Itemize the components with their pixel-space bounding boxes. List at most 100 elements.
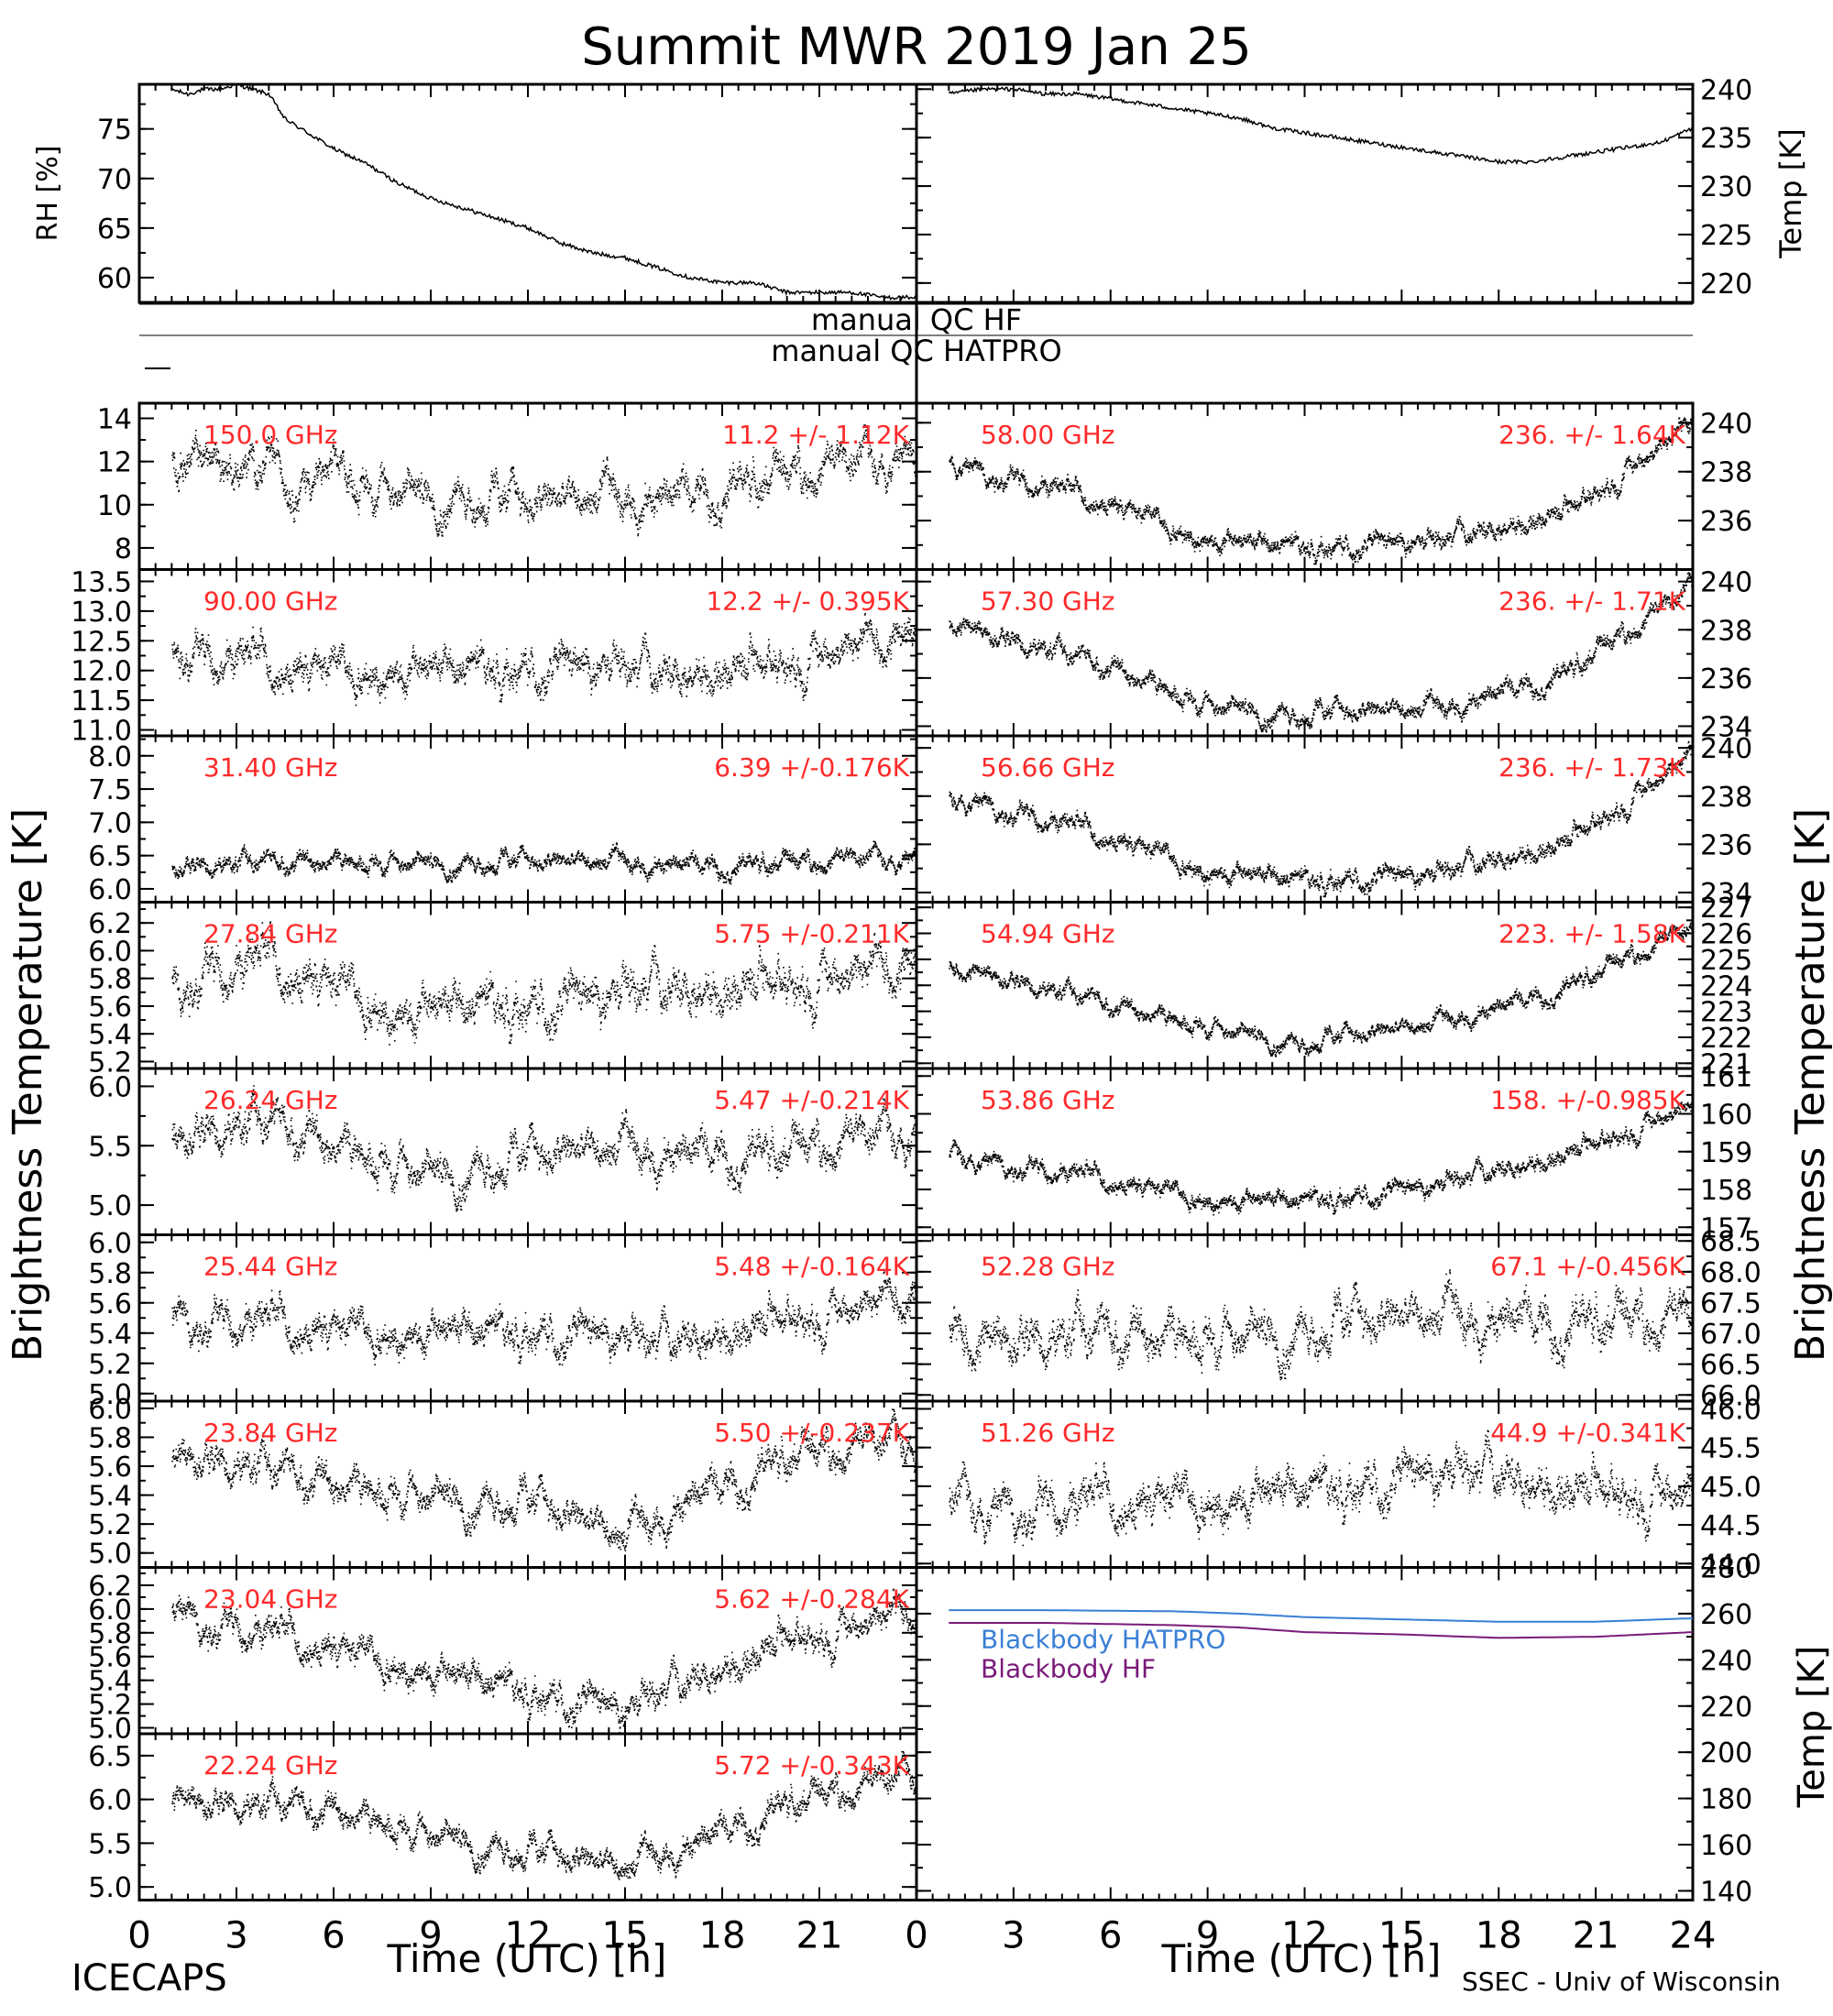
y-tick-label: 225 — [1700, 220, 1752, 252]
channel-label: 26.24 GHz — [203, 1085, 338, 1115]
x-tick-label: 18 — [1476, 1915, 1522, 1957]
y-tick-label: 6.5 — [88, 841, 132, 873]
x-tick-label: 9 — [1196, 1915, 1219, 1957]
y-tick-label: 6.0 — [88, 1071, 132, 1103]
y-tick-label: 5.6 — [88, 992, 132, 1024]
rh-series-line — [170, 82, 917, 301]
y-tick-label: 5.0 — [88, 1379, 132, 1411]
channel-panel-90: 11.011.512.012.513.013.5 90.00 GHz 12.2 +/… — [71, 566, 918, 748]
left-ylabel: Brightness Temperature [K] — [5, 808, 51, 1362]
temp-panel: 220 225 230 235 240 Temp [K] — [915, 74, 1808, 304]
y-tick-label: 225 — [1700, 945, 1752, 977]
footer-ssec: SSEC - Univ of Wisconsin — [1462, 1967, 1781, 1997]
data-points-90 — [171, 612, 918, 707]
x-tick-label: 9 — [419, 1915, 442, 1957]
stat-label: 5.62 +/-0.284K — [714, 1584, 909, 1615]
stat-label: 6.39 +/-0.176K — [714, 752, 909, 783]
y-tick-label: 240 — [1700, 408, 1752, 440]
stat-label: 11.2 +/- 1.12K — [722, 420, 909, 450]
y-tick-label: 180 — [1700, 1784, 1752, 1816]
y-tick-label: 6.0 — [88, 874, 132, 906]
y-tick-label: 5.0 — [88, 1872, 132, 1904]
y-tick-label: 5.4 — [88, 1666, 132, 1698]
data-points-52.28 — [949, 1269, 1695, 1381]
x-tick-label: 18 — [699, 1915, 746, 1957]
y-tick-label: 8.0 — [88, 741, 132, 773]
y-tick-label: 65 — [97, 214, 132, 246]
y-tick-label: 14 — [97, 404, 132, 436]
stat-label: 5.72 +/-0.343K — [714, 1750, 909, 1780]
y-tick-label: 5.0 — [88, 1539, 132, 1571]
left-xlabel: Time (UTC) [h] — [387, 1936, 667, 1981]
y-tick-label: 235 — [1700, 123, 1752, 155]
channel-panel-31.4: 6.06.57.07.58.0 31.40 GHz 6.39 +/-0.176K — [88, 734, 918, 906]
y-tick-label: 157 — [1700, 1212, 1752, 1244]
data-points-53.86 — [949, 1100, 1695, 1216]
y-tick-label: 6.5 — [88, 1741, 132, 1773]
stat-label: 5.75 +/-0.211K — [714, 919, 909, 949]
y-tick-label: 5.6 — [88, 1642, 132, 1674]
data-points-150 — [171, 424, 918, 537]
rh-panel: 60 65 70 75 RH [%] — [32, 82, 918, 304]
y-tick-label: 5.6 — [88, 1452, 132, 1484]
right-ylabel: Brightness Temperature [K] — [1787, 808, 1833, 1362]
channel-label: 25.44 GHz — [203, 1252, 338, 1282]
x-tick-label: 21 — [1573, 1915, 1619, 1957]
y-tick-label: 6.0 — [88, 1394, 132, 1426]
legend-entry: Blackbody HATPRO — [981, 1625, 1225, 1655]
y-tick-label: 12 — [97, 447, 132, 479]
x-tick-label: 21 — [796, 1915, 843, 1957]
y-tick-label: 10 — [97, 490, 132, 522]
channel-label: 52.28 GHz — [981, 1252, 1115, 1282]
y-tick-label: 5.8 — [88, 1618, 132, 1650]
channel-panel-56.66: 234 236 238 240 56.66 GHz 236. +/- 1.73K — [915, 733, 1752, 910]
y-tick-label: 68.5 — [1700, 1226, 1762, 1258]
y-tick-label: 159 — [1700, 1137, 1752, 1169]
data-points-58 — [949, 417, 1695, 565]
y-tick-label: 5.4 — [88, 1019, 132, 1051]
y-tick-label: 67.0 — [1700, 1319, 1762, 1351]
channel-label: 51.26 GHz — [981, 1418, 1115, 1448]
y-tick-label: 6.0 — [88, 1594, 132, 1627]
y-tick-label: 7.5 — [88, 774, 132, 806]
y-tick-label: 240 — [1700, 1645, 1752, 1677]
y-tick-label: 45.5 — [1700, 1433, 1762, 1465]
y-tick-label: 66.5 — [1700, 1350, 1762, 1382]
y-tick-label: 238 — [1700, 457, 1752, 489]
x-tick-label: 6 — [1099, 1915, 1122, 1957]
y-tick-label: 140 — [1700, 1876, 1752, 1908]
y-tick-label: 5.0 — [88, 1714, 132, 1746]
data-points-56.66 — [949, 740, 1695, 898]
y-tick-label: 45.0 — [1700, 1472, 1762, 1504]
x-tick-label: 15 — [602, 1915, 649, 1957]
stat-label: 236. +/- 1.64K — [1498, 420, 1685, 450]
stat-label: 158. +/-0.985K — [1490, 1085, 1685, 1115]
y-tick-label: 13.5 — [71, 566, 132, 598]
channel-label: 22.24 GHz — [203, 1750, 338, 1780]
y-tick-label: 224 — [1700, 970, 1752, 1003]
x-tick-label: 12 — [505, 1915, 552, 1957]
data-points-51.26 — [949, 1430, 1695, 1547]
y-tick-label: 220 — [1700, 268, 1752, 301]
y-tick-label: 280 — [1700, 1553, 1752, 1585]
x-tick-label: 3 — [225, 1915, 247, 1957]
channel-panel-150: 8 10 12 14 150.0 GHz 11.2 +/- 1.12K — [97, 401, 918, 571]
y-tick-label: 6.2 — [88, 1571, 132, 1603]
y-tick-label: 222 — [1700, 1023, 1752, 1055]
rh-axis-label: RH [%] — [32, 146, 64, 242]
y-tick-label: 5.6 — [88, 1288, 132, 1320]
channel-label: 23.04 GHz — [203, 1584, 338, 1615]
y-tick-label: 234 — [1700, 711, 1752, 743]
channel-label: 90.00 GHz — [203, 586, 338, 617]
y-tick-label: 6.2 — [88, 908, 132, 940]
channel-panel-51.26: 44.0 44.5 45.0 45.5 46.0 51.26 GHz 44.9 +/-0.3… — [915, 1394, 1762, 1581]
y-tick-label: 5.2 — [88, 1509, 132, 1541]
footer-icecaps: ICECAPS — [71, 1957, 227, 2000]
y-tick-label: 5.8 — [88, 1422, 132, 1454]
channel-panel-23.84: 5.05.25.45.65.86.0 23.84 GHz 5.50 +/-0.237… — [88, 1394, 918, 1571]
y-tick-label: 227 — [1700, 893, 1752, 925]
y-tick-label: 221 — [1700, 1048, 1752, 1080]
y-tick-label: 70 — [97, 164, 132, 196]
